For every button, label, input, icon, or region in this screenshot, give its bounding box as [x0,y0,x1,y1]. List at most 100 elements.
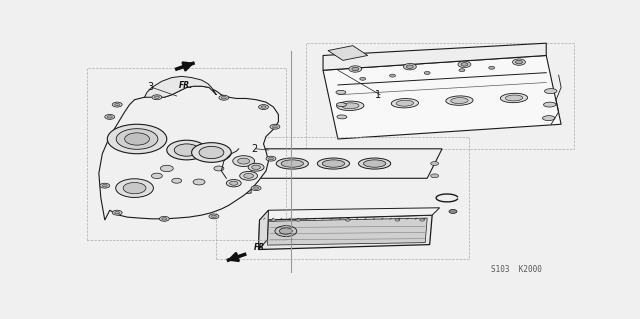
Polygon shape [227,149,442,178]
Circle shape [112,102,122,107]
Ellipse shape [545,89,557,93]
Ellipse shape [240,160,262,167]
Text: S103  K2000: S103 K2000 [491,265,542,274]
Circle shape [271,219,276,221]
Circle shape [199,146,224,159]
Circle shape [360,77,365,80]
Circle shape [154,96,159,99]
Circle shape [431,174,438,178]
Polygon shape [145,76,216,97]
Circle shape [100,183,110,188]
Circle shape [251,186,261,190]
Polygon shape [259,210,269,249]
Circle shape [105,115,115,119]
Circle shape [227,180,241,187]
Ellipse shape [317,158,349,169]
Ellipse shape [543,102,556,107]
Ellipse shape [342,103,359,109]
Circle shape [390,74,396,77]
Text: FR.: FR. [179,81,193,90]
Circle shape [219,95,229,100]
Ellipse shape [323,160,344,167]
Ellipse shape [337,101,364,110]
Circle shape [244,174,253,178]
Circle shape [116,179,154,197]
Circle shape [230,181,238,185]
Circle shape [221,183,246,196]
Circle shape [227,164,236,168]
Circle shape [237,158,250,164]
Text: FR.: FR. [253,243,268,252]
Circle shape [108,124,167,154]
Polygon shape [99,86,278,220]
Circle shape [349,66,362,72]
Polygon shape [221,174,253,178]
Circle shape [403,63,416,70]
Circle shape [167,140,207,160]
Circle shape [266,156,276,161]
Circle shape [252,165,260,169]
Circle shape [280,228,292,234]
Circle shape [221,96,227,99]
Circle shape [458,61,471,68]
Polygon shape [260,208,440,220]
Circle shape [346,219,350,221]
Circle shape [227,186,241,193]
Ellipse shape [451,98,468,104]
Circle shape [172,178,182,183]
Circle shape [489,66,495,69]
Ellipse shape [446,96,473,105]
Ellipse shape [336,90,346,94]
Circle shape [395,219,400,221]
Circle shape [431,162,438,166]
Text: 3: 3 [147,82,153,93]
Circle shape [296,219,301,221]
Circle shape [461,63,468,66]
Circle shape [191,143,231,162]
Ellipse shape [281,160,303,167]
Circle shape [248,163,264,171]
Polygon shape [221,176,253,181]
Ellipse shape [364,160,386,167]
Circle shape [240,171,257,180]
Text: 1: 1 [375,90,381,100]
Circle shape [261,106,266,108]
Polygon shape [268,218,428,245]
Circle shape [352,67,359,71]
Circle shape [161,165,173,172]
Circle shape [420,219,425,221]
Polygon shape [259,215,432,249]
Circle shape [152,95,162,100]
Circle shape [259,105,269,109]
Circle shape [125,133,150,145]
Ellipse shape [235,158,268,169]
Circle shape [152,173,163,179]
Ellipse shape [543,116,555,121]
Circle shape [174,144,199,156]
Circle shape [115,211,120,214]
Ellipse shape [337,103,346,107]
Circle shape [273,125,277,128]
Ellipse shape [337,115,347,119]
Circle shape [515,60,522,64]
Polygon shape [221,179,253,184]
Circle shape [123,182,146,194]
Circle shape [459,69,465,72]
Circle shape [406,65,413,68]
Polygon shape [323,56,561,139]
Polygon shape [328,46,367,60]
Circle shape [112,210,122,215]
Circle shape [513,59,525,65]
Ellipse shape [391,99,419,108]
Circle shape [211,215,216,218]
Circle shape [270,124,280,129]
Circle shape [108,116,112,118]
Circle shape [233,156,255,167]
Ellipse shape [276,158,308,169]
Text: 2: 2 [251,144,257,154]
Circle shape [102,184,108,187]
Circle shape [193,179,205,185]
Circle shape [115,103,120,106]
Polygon shape [323,43,547,70]
Circle shape [116,129,158,149]
